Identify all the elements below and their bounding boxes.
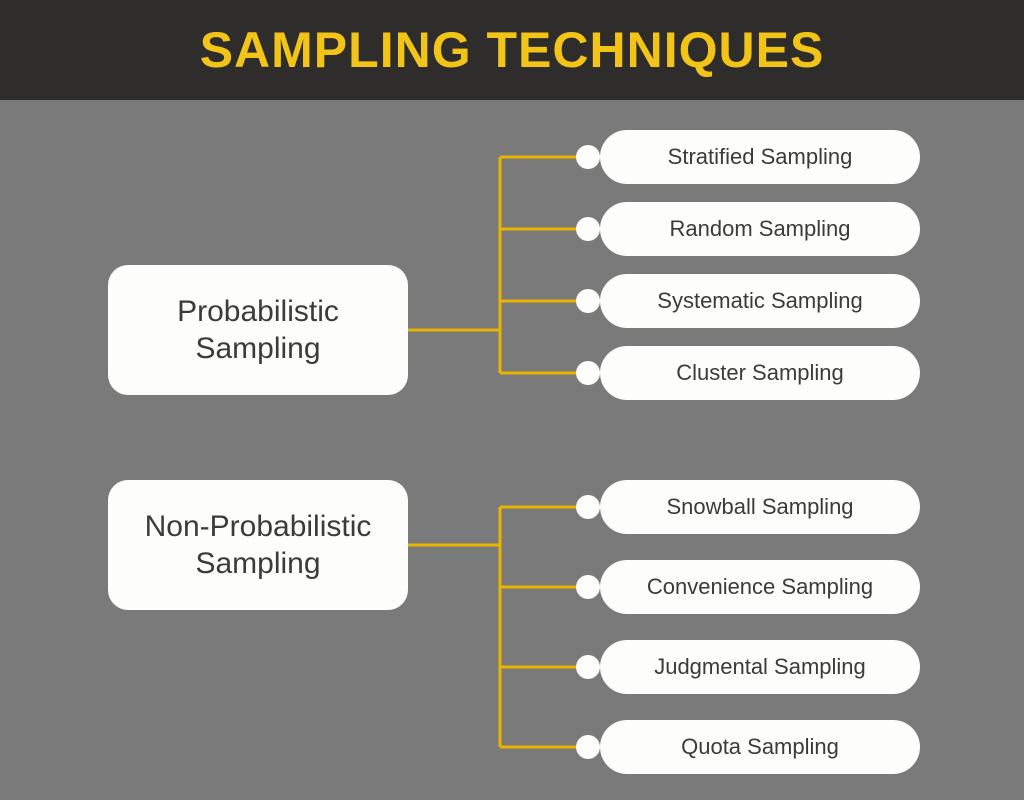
child-node: Snowball Sampling bbox=[600, 480, 920, 534]
child-node: Judgmental Sampling bbox=[600, 640, 920, 694]
child-node: Random Sampling bbox=[600, 202, 920, 256]
child-node: Convenience Sampling bbox=[600, 560, 920, 614]
child-node: Systematic Sampling bbox=[600, 274, 920, 328]
connector-dot bbox=[576, 495, 600, 519]
connector-dot bbox=[576, 735, 600, 759]
connector-dot bbox=[576, 217, 600, 241]
connector-dot bbox=[576, 655, 600, 679]
connector-dot bbox=[576, 145, 600, 169]
child-node: Stratified Sampling bbox=[600, 130, 920, 184]
child-node: Quota Sampling bbox=[600, 720, 920, 774]
parent-node-non-probabilistic: Non-Probabilistic Sampling bbox=[108, 480, 408, 610]
connector-dot bbox=[576, 289, 600, 313]
connector-dot bbox=[576, 575, 600, 599]
child-node: Cluster Sampling bbox=[600, 346, 920, 400]
page-title: SAMPLING TECHNIQUES bbox=[200, 21, 825, 79]
connector-dot bbox=[576, 361, 600, 385]
header-bar: SAMPLING TECHNIQUES bbox=[0, 0, 1024, 100]
diagram-area: Probabilistic Sampling Stratified Samplin… bbox=[0, 100, 1024, 800]
parent-node-probabilistic: Probabilistic Sampling bbox=[108, 265, 408, 395]
